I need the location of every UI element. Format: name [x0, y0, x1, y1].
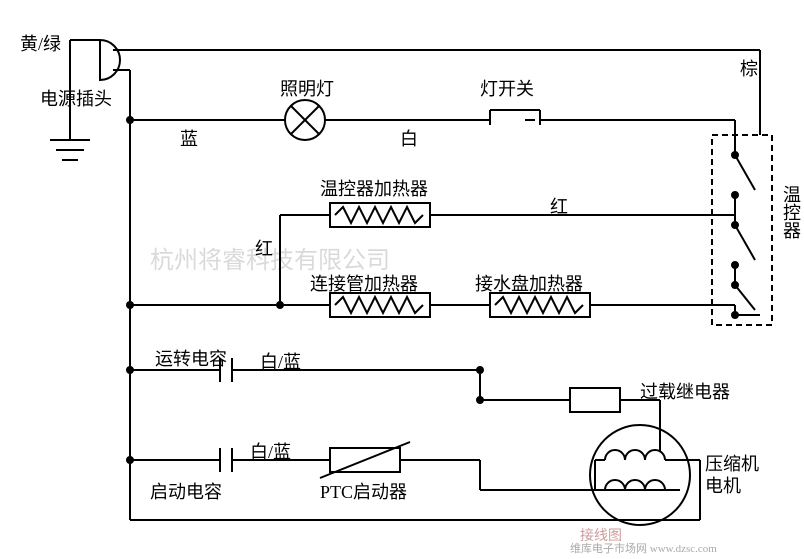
label-pipe-heater: 连接管加热器	[310, 270, 418, 296]
label-lamp: 照明灯	[280, 75, 334, 101]
label-brown: 棕	[740, 55, 758, 81]
label-white-blue2: 白/蓝	[250, 438, 291, 464]
label-thermostat: 温控器	[778, 185, 804, 239]
label-red1: 红	[550, 193, 568, 219]
plug-shape	[100, 40, 120, 80]
label-red2: 红	[255, 235, 273, 261]
label-blue: 蓝	[180, 125, 198, 151]
label-lamp-switch: 灯开关	[480, 75, 534, 101]
label-thermostat-heater: 温控器加热器	[320, 175, 428, 201]
label-white-blue1: 白/蓝	[260, 348, 301, 374]
label-power-plug: 电源插头	[40, 85, 112, 111]
label-overload-relay: 过载继电器	[640, 378, 730, 404]
label-start-cap: 启动电容	[150, 478, 222, 504]
label-ptc-starter: PTC启动器	[320, 478, 407, 504]
label-motor: 电机	[705, 472, 741, 498]
label-run-cap: 运转电容	[155, 345, 227, 371]
label-tray-heater: 接水盘加热器	[475, 270, 583, 296]
label-white: 白	[400, 125, 418, 151]
label-yellow-green: 黄/绿	[20, 30, 61, 56]
